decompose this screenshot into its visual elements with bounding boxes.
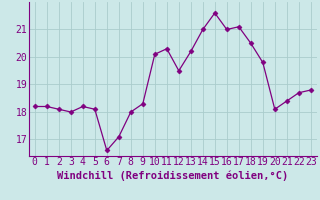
X-axis label: Windchill (Refroidissement éolien,°C): Windchill (Refroidissement éolien,°C) bbox=[57, 170, 288, 181]
